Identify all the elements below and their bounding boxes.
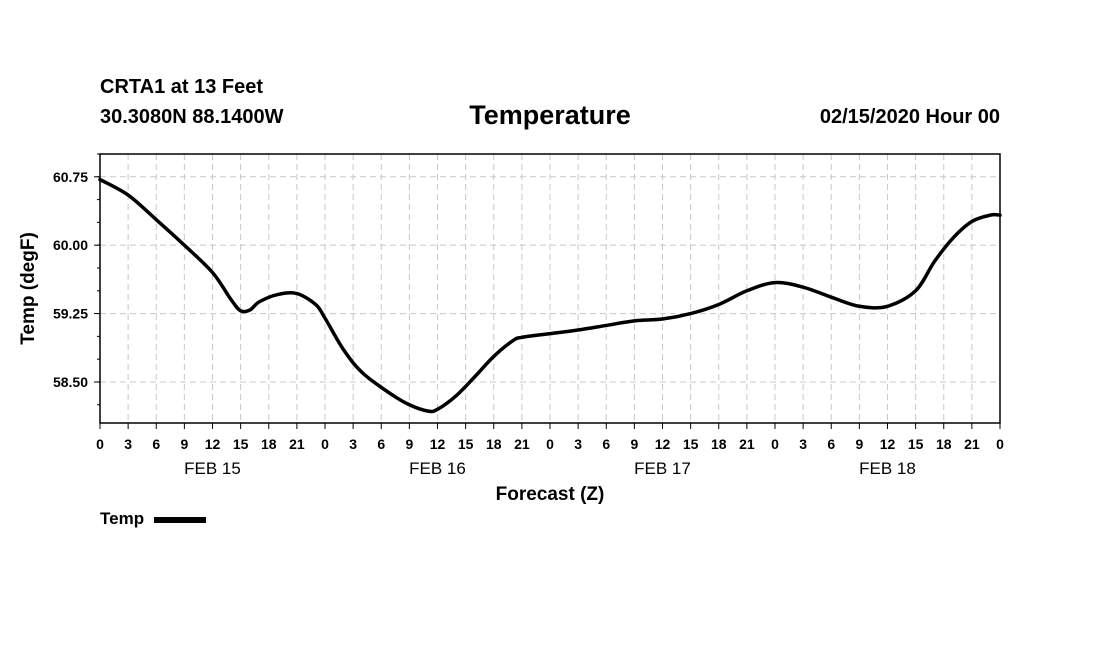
- x-tick-label: 21: [964, 436, 980, 452]
- x-tick-label: 9: [405, 436, 413, 452]
- x-tick-label: 3: [799, 436, 807, 452]
- x-tick-label: 6: [827, 436, 835, 452]
- x-axis-label: Forecast (Z): [496, 484, 605, 505]
- x-tick-label: 21: [289, 436, 305, 452]
- legend-label: Temp: [100, 509, 145, 528]
- x-tick-label: 6: [377, 436, 385, 452]
- y-axis-label: Temp (degF): [18, 232, 39, 345]
- x-tick-label: 12: [655, 436, 671, 452]
- x-tick-label: 18: [936, 436, 952, 452]
- ticks: [94, 153, 1001, 429]
- x-tick-label: 0: [321, 436, 329, 452]
- y-tick-label: 59.25: [53, 306, 88, 322]
- x-tick-label: 21: [514, 436, 530, 452]
- station-coordinates: 30.3080N 88.1400W: [100, 106, 284, 128]
- y-tick-label: 58.50: [53, 374, 88, 390]
- day-label: FEB 15: [184, 459, 241, 478]
- grid: [100, 154, 1000, 423]
- x-tick-label: 6: [602, 436, 610, 452]
- x-tick-label: 6: [152, 436, 160, 452]
- x-tick-label: 0: [96, 436, 104, 452]
- x-tick-label: 9: [855, 436, 863, 452]
- x-tick-label: 12: [205, 436, 221, 452]
- forecast-timestamp: 02/15/2020 Hour 00: [819, 106, 1000, 128]
- x-tick-label: 0: [996, 436, 1004, 452]
- x-tick-label: 15: [683, 436, 699, 452]
- x-tick-label: 12: [430, 436, 446, 452]
- x-tick-label: 0: [771, 436, 779, 452]
- x-tick-label: 12: [880, 436, 896, 452]
- x-tick-label: 0: [546, 436, 554, 452]
- day-label: FEB 18: [859, 459, 916, 478]
- x-tick-label: 18: [486, 436, 502, 452]
- chart-title: Temperature: [469, 100, 631, 130]
- x-tick-label: 9: [630, 436, 638, 452]
- day-label: FEB 16: [409, 459, 466, 478]
- x-tick-label: 21: [739, 436, 755, 452]
- x-tick-label: 3: [124, 436, 132, 452]
- temp-series-line: [98, 177, 1002, 414]
- y-tick-label: 60.00: [53, 237, 88, 253]
- tick-labels: 0 3 6 9 12 15 18 21 0 3 6 9 12 15 18 21 0 3 6 9 12 15 18 21 0 3 6 9…: [53, 169, 1004, 478]
- x-tick-label: 15: [233, 436, 249, 452]
- x-tick-label: 15: [908, 436, 924, 452]
- x-tick-label: 3: [574, 436, 582, 452]
- x-tick-label: 18: [261, 436, 277, 452]
- x-tick-label: 18: [711, 436, 727, 452]
- station-label: CRTA1 at 13 Feet: [100, 76, 264, 98]
- y-tick-label: 60.75: [53, 169, 88, 185]
- series-layer: [98, 177, 1002, 414]
- legend: Temp: [100, 509, 207, 529]
- x-tick-label: 15: [458, 436, 474, 452]
- x-tick-label: 9: [180, 436, 188, 452]
- day-label: FEB 17: [634, 459, 691, 478]
- legend-line-swatch: [154, 517, 207, 523]
- x-tick-label: 3: [349, 436, 357, 452]
